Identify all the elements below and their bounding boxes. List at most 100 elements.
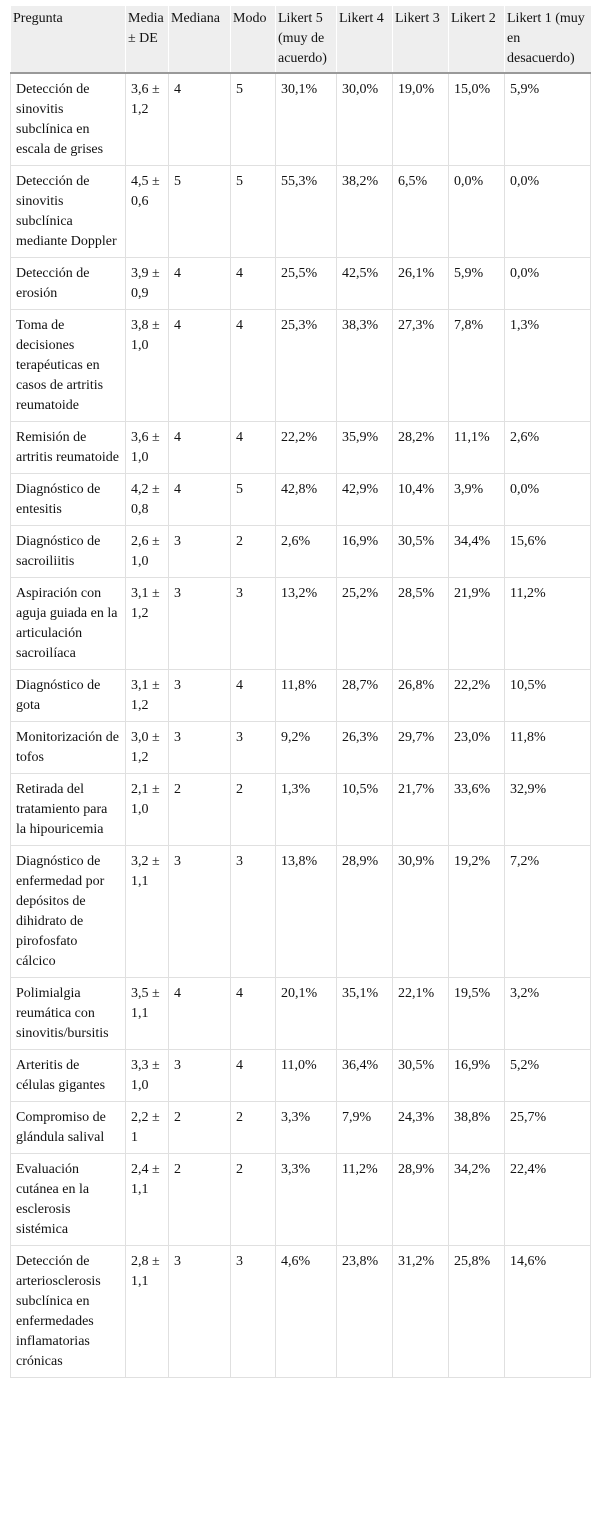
value-cell: 4: [230, 977, 276, 1050]
value-cell: 23,8%: [336, 1245, 393, 1378]
question-cell: Toma de decisiones terapéuticas en casos…: [10, 309, 126, 422]
value-cell: 5,9%: [504, 72, 591, 166]
value-cell: 11,8%: [504, 721, 591, 774]
value-cell: 38,2%: [336, 165, 393, 258]
question-cell: Evaluación cutánea en la esclerosis sist…: [10, 1153, 126, 1246]
value-cell: 3,9 ± 0,9: [125, 257, 169, 310]
value-cell: 5: [230, 473, 276, 526]
value-cell: 3: [230, 577, 276, 670]
table-row: Detección de sinovitis subclínica en esc…: [10, 72, 591, 166]
header-cell: Likert 1 (muy en desacuerdo): [504, 6, 591, 74]
value-cell: 3: [168, 845, 231, 978]
value-cell: 30,5%: [392, 525, 449, 578]
value-cell: 1,3%: [504, 309, 591, 422]
value-cell: 36,4%: [336, 1049, 393, 1102]
value-cell: 4,2 ± 0,8: [125, 473, 169, 526]
value-cell: 2: [168, 773, 231, 846]
value-cell: 11,1%: [448, 421, 505, 474]
value-cell: 28,7%: [336, 669, 393, 722]
value-cell: 30,5%: [392, 1049, 449, 1102]
value-cell: 19,2%: [448, 845, 505, 978]
value-cell: 4,6%: [275, 1245, 337, 1378]
value-cell: 11,8%: [275, 669, 337, 722]
value-cell: 30,0%: [336, 72, 393, 166]
value-cell: 15,6%: [504, 525, 591, 578]
value-cell: 2: [168, 1153, 231, 1246]
value-cell: 11,2%: [504, 577, 591, 670]
value-cell: 3: [168, 577, 231, 670]
table-row: Toma de decisiones terapéuticas en casos…: [10, 309, 591, 422]
value-cell: 15,0%: [448, 72, 505, 166]
value-cell: 3: [168, 1049, 231, 1102]
value-cell: 3: [230, 721, 276, 774]
value-cell: 21,9%: [448, 577, 505, 670]
value-cell: 22,2%: [275, 421, 337, 474]
value-cell: 29,7%: [392, 721, 449, 774]
value-cell: 3: [168, 525, 231, 578]
value-cell: 5,9%: [448, 257, 505, 310]
header-cell: Pregunta: [10, 6, 126, 74]
value-cell: 2,2 ± 1: [125, 1101, 169, 1154]
value-cell: 4: [168, 257, 231, 310]
value-cell: 3,9%: [448, 473, 505, 526]
header-cell: Modo: [230, 6, 276, 74]
value-cell: 10,5%: [336, 773, 393, 846]
value-cell: 5: [230, 165, 276, 258]
value-cell: 4: [168, 473, 231, 526]
table-row: Retirada del tratamiento para la hipouri…: [10, 773, 591, 846]
value-cell: 3,8 ± 1,0: [125, 309, 169, 422]
question-cell: Detección de arteriosclerosis subclínica…: [10, 1245, 126, 1378]
question-cell: Retirada del tratamiento para la hipouri…: [10, 773, 126, 846]
table-row: Aspiración con aguja guiada en la articu…: [10, 577, 591, 670]
value-cell: 33,6%: [448, 773, 505, 846]
value-cell: 4: [230, 309, 276, 422]
question-cell: Compromiso de glándula salival: [10, 1101, 126, 1154]
table-row: Diagnóstico de entesitis 4,2 ± 0,8 4 5 42,8%…: [10, 473, 591, 526]
header-row: Pregunta Media ± DE Mediana Modo Likert 5 (m…: [10, 6, 591, 74]
value-cell: 4: [230, 257, 276, 310]
value-cell: 4,5 ± 0,6: [125, 165, 169, 258]
value-cell: 30,9%: [392, 845, 449, 978]
value-cell: 5,2%: [504, 1049, 591, 1102]
value-cell: 2: [230, 773, 276, 846]
value-cell: 55,3%: [275, 165, 337, 258]
value-cell: 38,3%: [336, 309, 393, 422]
value-cell: 27,3%: [392, 309, 449, 422]
question-cell: Arteritis de células gigantes: [10, 1049, 126, 1102]
value-cell: 0,0%: [504, 473, 591, 526]
value-cell: 0,0%: [504, 165, 591, 258]
value-cell: 35,1%: [336, 977, 393, 1050]
value-cell: 14,6%: [504, 1245, 591, 1378]
value-cell: 22,2%: [448, 669, 505, 722]
table-row: Detección de erosión 3,9 ± 0,9 4 4 25,5% 42,5…: [10, 257, 591, 310]
value-cell: 4: [168, 977, 231, 1050]
value-cell: 25,5%: [275, 257, 337, 310]
value-cell: 42,9%: [336, 473, 393, 526]
value-cell: 3: [230, 1245, 276, 1378]
value-cell: 13,8%: [275, 845, 337, 978]
value-cell: 5: [230, 72, 276, 166]
value-cell: 2,1 ± 1,0: [125, 773, 169, 846]
value-cell: 31,2%: [392, 1245, 449, 1378]
question-cell: Diagnóstico de entesitis: [10, 473, 126, 526]
value-cell: 6,5%: [392, 165, 449, 258]
value-cell: 23,0%: [448, 721, 505, 774]
value-cell: 28,9%: [336, 845, 393, 978]
value-cell: 3,2 ± 1,1: [125, 845, 169, 978]
value-cell: 3,6 ± 1,0: [125, 421, 169, 474]
value-cell: 32,9%: [504, 773, 591, 846]
value-cell: 2: [230, 525, 276, 578]
value-cell: 7,8%: [448, 309, 505, 422]
question-cell: Monitorización de tofos: [10, 721, 126, 774]
table-row: Remisión de artritis reumatoide 3,6 ± 1,0…: [10, 421, 591, 474]
value-cell: 4: [168, 421, 231, 474]
value-cell: 3,3%: [275, 1153, 337, 1246]
value-cell: 26,8%: [392, 669, 449, 722]
value-cell: 2: [230, 1153, 276, 1246]
value-cell: 25,2%: [336, 577, 393, 670]
question-cell: Polimialgia reumática con sinovitis/burs…: [10, 977, 126, 1050]
value-cell: 2: [168, 1101, 231, 1154]
header-cell: Likert 2: [448, 6, 505, 74]
value-cell: 42,5%: [336, 257, 393, 310]
question-cell: Aspiración con aguja guiada en la articu…: [10, 577, 126, 670]
